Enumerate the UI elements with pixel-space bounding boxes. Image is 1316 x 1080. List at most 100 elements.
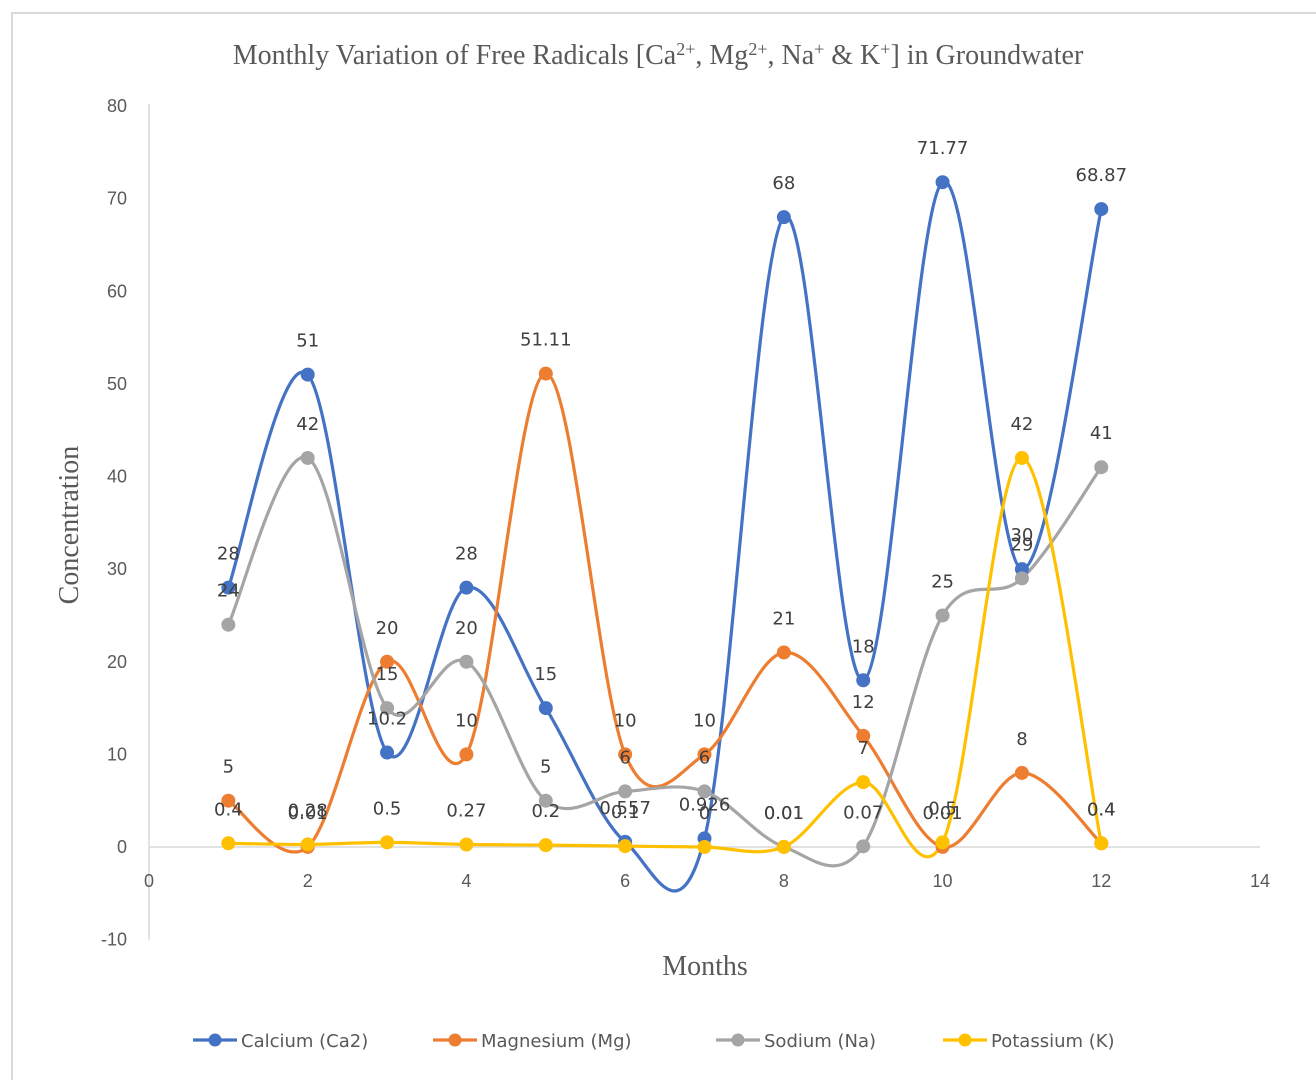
x-tick-label: 4 [461,871,471,891]
data-point-magnesium-mg [697,747,712,762]
data-label-magnesium-mg: 0.01 [288,803,328,824]
data-label-sodium-na: 25 [931,571,954,592]
data-label-potassium-k: 0.28 [288,800,328,821]
y-tick-label: 60 [107,281,127,301]
series-markers [221,175,1109,854]
data-point-sodium-na [618,784,633,799]
data-label-sodium-na: 5 [540,757,551,778]
y-tick-label: 70 [107,189,127,209]
data-label-calcium-ca2: 68 [772,173,795,194]
legend-item-sodium-na[interactable]: Sodium (Na) [716,1031,876,1052]
series-line-calcium-ca2 [226,180,1103,893]
data-label-sodium-na: 15 [376,664,399,685]
data-label-sodium-na: 6 [699,747,710,768]
data-label-sodium-na: 6 [619,747,630,768]
data-point-potassium-k [697,840,712,854]
data-point-calcium-ca2 [1094,202,1109,217]
data-label-calcium-ca2: 0.557 [599,798,651,819]
data-label-calcium-ca2: 18 [852,636,875,657]
data-point-sodium-na [856,839,871,854]
data-point-magnesium-mg [538,366,553,381]
x-axis-title: Months [662,951,748,982]
data-point-calcium-ca2 [221,580,236,595]
legend: Calcium (Ca2) Magnesium (Mg) Sodium (Na) Po… [193,1031,1115,1052]
y-tick-label: 80 [107,96,127,116]
y-tick-label: 30 [107,559,127,579]
data-label-magnesium-mg: 51.11 [520,330,572,351]
legend-item-potassium-k[interactable]: Potassium (K) [943,1031,1115,1052]
data-label-potassium-k: 0.4 [1087,799,1116,820]
legend-marker-icon [731,1033,745,1047]
data-point-potassium-k [1094,836,1109,851]
data-point-magnesium-mg [1014,765,1029,780]
data-label-magnesium-mg: 0.4 [1087,799,1116,820]
legend-label: Calcium (Ca2) [241,1031,368,1052]
data-point-sodium-na [538,793,553,808]
data-point-sodium-na [459,654,474,669]
data-label-potassium-k: 0.5 [928,798,957,819]
y-tick-label: 40 [107,467,127,487]
x-tick-label: 14 [1250,871,1270,891]
data-label-potassium-k: 0.27 [446,800,486,821]
data-point-potassium-k [538,838,553,853]
data-label-calcium-ca2: 51 [296,331,319,352]
x-tick-label: 2 [303,871,313,891]
data-label-potassium-k: 0.2 [531,801,560,822]
data-label-sodium-na: 41 [1090,423,1113,444]
data-point-calcium-ca2 [300,367,315,382]
data-label-sodium-na: 24 [217,581,240,602]
legend-label: Sodium (Na) [764,1031,876,1052]
data-label-magnesium-mg: 8 [1016,729,1027,750]
data-point-potassium-k [221,836,236,851]
data-label-calcium-ca2: 71.77 [917,138,969,159]
data-point-magnesium-mg [221,793,236,808]
x-tick-label: 10 [933,871,953,891]
y-tick-label: -10 [101,930,127,950]
data-label-magnesium-mg: 21 [772,608,795,629]
data-point-potassium-k [776,839,791,854]
series-lines [226,180,1103,893]
data-point-potassium-k [459,837,474,852]
data-point-sodium-na [300,450,315,465]
legend-item-magnesium-mg[interactable]: Magnesium (Mg) [433,1031,632,1052]
legend-item-calcium-ca2[interactable]: Calcium (Ca2) [193,1031,368,1052]
data-point-sodium-na [1014,571,1029,586]
data-point-calcium-ca2 [935,175,950,190]
data-point-potassium-k [935,835,950,850]
data-point-potassium-k [618,839,633,854]
y-tick-label: 0 [117,837,127,857]
data-label-sodium-na: 29 [1010,534,1033,555]
data-label-potassium-k: 0.4 [214,799,243,820]
data-label-magnesium-mg: 20 [376,618,399,639]
y-tick-labels: -10 0 10 20 30 40 50 60 70 80 [101,96,127,950]
data-label-magnesium-mg: 0.01 [923,803,963,824]
legend-marker-icon [448,1033,462,1047]
series-line-sodium-na [226,455,1103,868]
legend-marker-icon [958,1033,972,1047]
data-point-sodium-na [697,784,712,799]
series-line-magnesium-mg [226,371,1103,854]
x-tick-label: 8 [779,871,789,891]
data-label-sodium-na: 42 [296,414,319,435]
data-point-magnesium-mg [618,747,633,762]
data-point-calcium-ca2 [538,701,553,716]
legend-marker-icon [208,1033,222,1047]
data-label-magnesium-mg: 10 [693,710,716,731]
data-label-potassium-k: 0.1 [611,802,640,823]
series-line-potassium-k [226,456,1103,859]
data-point-sodium-na [380,701,395,716]
data-label-calcium-ca2: 10.2 [367,709,407,730]
data-point-magnesium-mg [776,645,791,660]
chart-title: Monthly Variation of Free Radicals [Ca2+… [233,39,1084,71]
y-tick-label: 10 [107,744,127,764]
data-label-potassium-k: 42 [1010,414,1033,435]
data-label-magnesium-mg: 10 [455,710,478,731]
y-tick-label: 50 [107,374,127,394]
data-point-magnesium-mg [856,728,871,743]
data-point-calcium-ca2 [776,210,791,225]
data-label-potassium-k: 0.01 [764,803,804,824]
data-point-magnesium-mg [459,747,474,762]
data-label-calcium-ca2: 28 [217,544,240,565]
